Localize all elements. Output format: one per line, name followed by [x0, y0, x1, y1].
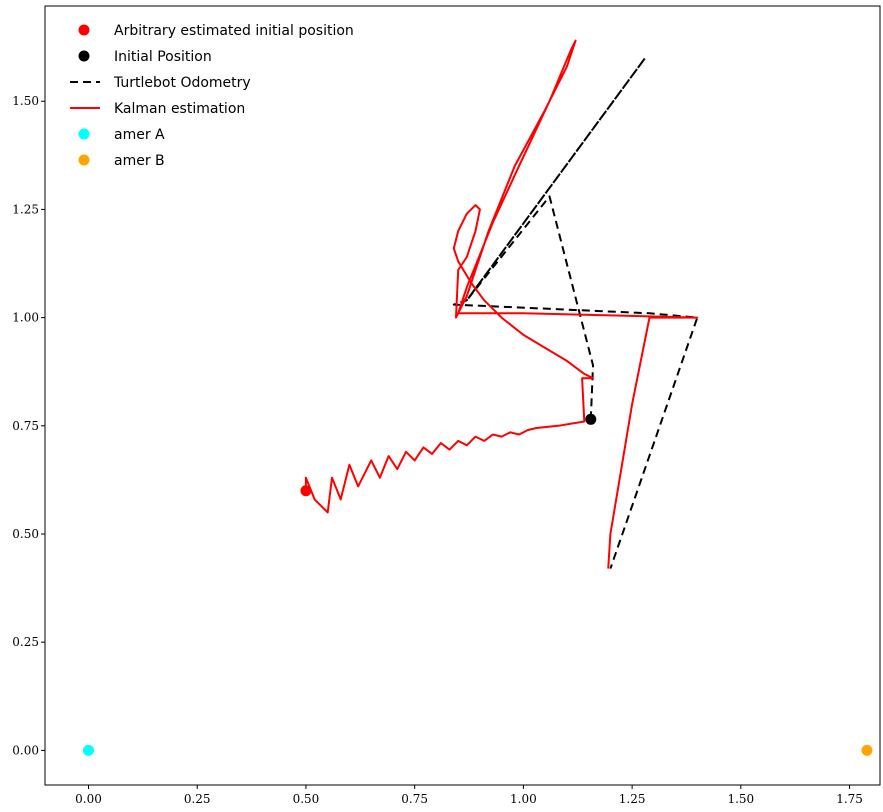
x-tick-label: 0.75	[401, 792, 428, 806]
legend-arbitrary-estimated-initial-position-marker	[78, 24, 90, 36]
data-point-arbitrary-estimated-initial-position	[300, 485, 312, 497]
legend-amer-b-marker	[78, 154, 90, 166]
x-tick-label: 1.75	[836, 792, 863, 806]
legend: Arbitrary estimated initial position Init…	[70, 23, 354, 169]
series-line-kalman-estimation	[304, 39, 699, 569]
axes: 0.00 0.25 0.50 0.75 1.00 1.25 1.50 1.75 0.00 0.25…	[12, 5, 881, 806]
y-tick-label: 1.50	[12, 94, 39, 108]
legend-arbitrary-estimated-initial-position-label: Arbitrary estimated initial position	[114, 23, 354, 39]
y-tick-label: 1.00	[12, 311, 39, 325]
y-tick-label: 0.00	[12, 743, 39, 757]
y-tick-label: 0.50	[12, 527, 39, 541]
x-tick-label: 1.25	[619, 792, 646, 806]
y-tick-label: 0.75	[12, 419, 39, 433]
x-tick-label: 0.25	[184, 792, 211, 806]
plot-frame	[44, 5, 881, 786]
plot-content	[82, 39, 873, 756]
x-tick-label: 1.50	[727, 792, 754, 806]
data-point-amer-a	[82, 744, 94, 756]
legend-turtlebot-odometry-label: Turtlebot Odometry	[113, 75, 251, 91]
legend-amer-a-marker	[78, 128, 90, 140]
legend-initial-position-marker	[78, 50, 90, 62]
legend-kalman-estimation-label: Kalman estimation	[114, 101, 245, 117]
series-line-turtlebot-odometry	[452, 56, 699, 569]
x-tick-label: 0.00	[75, 792, 102, 806]
y-tick-label: 1.25	[12, 202, 39, 216]
y-tick-label: 0.25	[12, 635, 39, 649]
legend-initial-position-label: Initial Position	[114, 49, 212, 65]
data-point-initial-position	[585, 413, 597, 425]
legend-amer-a-label: amer A	[114, 127, 165, 143]
x-tick-label: 1.00	[510, 792, 537, 806]
x-tick-label: 0.50	[293, 792, 320, 806]
data-point-amer-b	[861, 744, 873, 756]
legend-amer-b-label: amer B	[114, 153, 165, 169]
